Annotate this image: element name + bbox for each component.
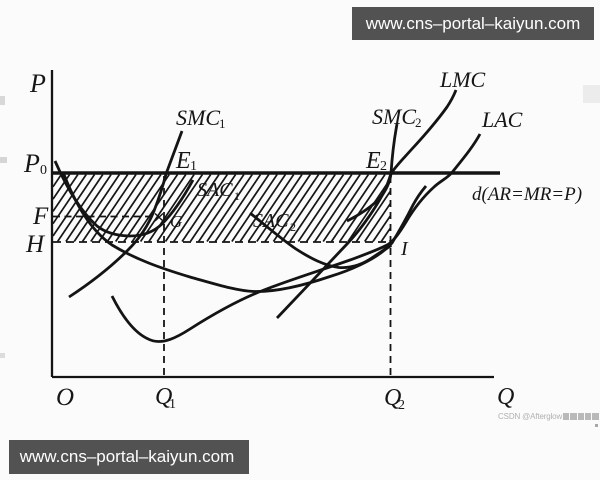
svg-text:2: 2 (380, 159, 387, 174)
svg-text:d(AR=MR=P): d(AR=MR=P) (472, 184, 582, 205)
svg-text:Q: Q (384, 385, 401, 411)
svg-text:Q: Q (497, 384, 514, 410)
svg-text:E: E (175, 148, 191, 174)
svg-text:2: 2 (415, 115, 422, 130)
svg-text:E: E (365, 148, 381, 174)
svg-text:SMC: SMC (176, 105, 220, 130)
svg-text:Q: Q (155, 384, 172, 410)
svg-text:2: 2 (398, 398, 405, 413)
svg-text:1: 1 (234, 189, 240, 203)
svg-text:SMC: SMC (372, 104, 416, 129)
svg-text:SAC: SAC (253, 210, 289, 232)
svg-text:F: F (32, 203, 49, 230)
svg-text:1: 1 (169, 397, 176, 412)
svg-text:O: O (56, 384, 74, 411)
svg-text:H: H (25, 231, 46, 258)
svg-text:0: 0 (40, 163, 47, 178)
svg-text:P: P (23, 149, 40, 178)
svg-text:P: P (29, 69, 46, 98)
svg-text:I: I (400, 238, 409, 260)
svg-text:1: 1 (190, 159, 197, 174)
svg-text:LAC: LAC (481, 107, 523, 132)
svg-text:LMC: LMC (439, 67, 486, 92)
svg-text:SAC: SAC (197, 179, 233, 201)
svg-text:1: 1 (219, 116, 226, 131)
svg-text:2: 2 (290, 220, 296, 234)
svg-text:G: G (170, 212, 182, 231)
